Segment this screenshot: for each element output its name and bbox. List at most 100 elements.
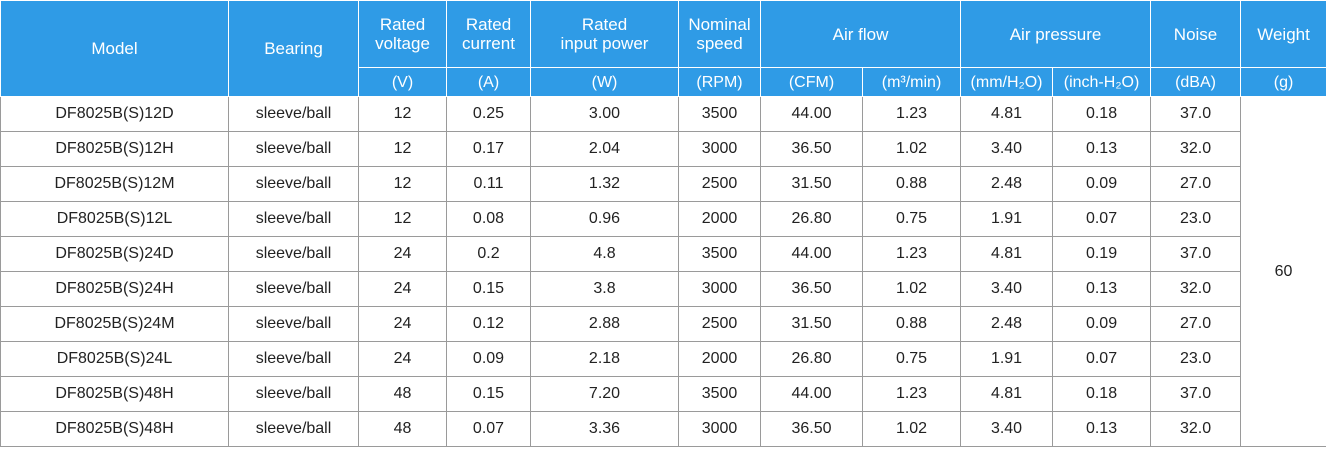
table-body: DF8025B(S)12D sleeve/ball 12 0.25 3.00 3500 44… — [0, 96, 1326, 447]
table-cell: 37.0 — [1150, 376, 1242, 412]
spec-table: Model Bearing Rated voltage Rated current Ra… — [0, 0, 1326, 447]
column-header: Rated voltage — [358, 0, 447, 68]
table-cell: sleeve/ball — [228, 411, 359, 447]
table-cell: 2.88 — [530, 306, 679, 342]
table-row: DF8025B(S)12H sleeve/ball 12 0.17 2.04 3000 36… — [0, 131, 1326, 167]
table-cell: DF8025B(S)48H — [0, 411, 229, 447]
table-cell: 0.25 — [446, 96, 531, 132]
table-cell: DF8025B(S)24D — [0, 236, 229, 272]
table-cell: 36.50 — [760, 411, 863, 447]
table-cell: DF8025B(S)24M — [0, 306, 229, 342]
table-cell: 0.08 — [446, 201, 531, 237]
table-cell: 3000 — [678, 271, 761, 307]
table-cell: 12 — [358, 96, 447, 132]
table-cell: 44.00 — [760, 376, 863, 412]
table-cell: 0.15 — [446, 271, 531, 307]
table-cell: 7.20 — [530, 376, 679, 412]
table-cell: 3500 — [678, 96, 761, 132]
table-cell: DF8025B(S)24H — [0, 271, 229, 307]
table-header: Model Bearing Rated voltage Rated current Ra… — [0, 0, 1326, 97]
column-header: Bearing — [228, 0, 359, 97]
table-cell: 2000 — [678, 341, 761, 377]
table-cell: 4.8 — [530, 236, 679, 272]
table-cell: 36.50 — [760, 271, 863, 307]
table-cell: 2.48 — [960, 306, 1054, 342]
table-cell: sleeve/ball — [228, 341, 359, 377]
table-cell: 2.18 — [530, 341, 679, 377]
table-cell: 2000 — [678, 201, 761, 237]
table-cell: sleeve/ball — [228, 306, 359, 342]
table-cell: 3.00 — [530, 96, 679, 132]
table-cell: 3500 — [678, 236, 761, 272]
table-cell: 0.09 — [1052, 306, 1152, 342]
table-cell: DF8025B(S)12D — [0, 96, 229, 132]
table-row: DF8025B(S)12D sleeve/ball 12 0.25 3.00 3500 44… — [0, 96, 1326, 447]
table-cell: 0.07 — [446, 411, 531, 447]
table-cell: 0.17 — [446, 131, 531, 167]
table-cell: DF8025B(S)12H — [0, 131, 229, 167]
table-cell: 31.50 — [760, 306, 863, 342]
table-cell: 32.0 — [1150, 271, 1242, 307]
table-cell: 24 — [358, 341, 447, 377]
table-cell: 24 — [358, 236, 447, 272]
table-cell: 1.91 — [960, 341, 1054, 377]
table-cell: 32.0 — [1150, 411, 1242, 447]
column-header: Rated input power — [530, 0, 679, 68]
table-row: DF8025B(S)24L sleeve/ball 24 0.09 2.18 2000 26… — [0, 341, 1326, 377]
table-cell: 37.0 — [1150, 96, 1242, 132]
table-cell: 1.23 — [861, 96, 962, 132]
unit-header: (A) — [446, 67, 531, 97]
table-cell: 37.0 — [1150, 236, 1242, 272]
table-cell: 0.75 — [861, 341, 962, 377]
table-cell: 0.13 — [1052, 411, 1152, 447]
table-row: DF8025B(S)24M sleeve/ball 24 0.12 2.88 2500 31… — [0, 306, 1326, 342]
table-cell: 0.15 — [446, 376, 531, 412]
table-cell: DF8025B(S)12L — [0, 201, 229, 237]
table-cell: 3000 — [678, 411, 761, 447]
weight-cell: 60 — [1240, 96, 1326, 447]
table-cell: 3.40 — [960, 131, 1054, 167]
table-cell: 23.0 — [1150, 201, 1242, 237]
table-cell: 0.88 — [861, 306, 962, 342]
unit-header: (inch-H₂O) — [1052, 67, 1152, 97]
table-cell: 44.00 — [760, 236, 863, 272]
table-cell: 12 — [358, 166, 447, 202]
column-header: Nominal speed — [678, 0, 761, 68]
column-header: Air flow — [759, 0, 962, 68]
table-cell: 3.8 — [530, 271, 679, 307]
table-row: DF8025B(S)12M sleeve/ball 12 0.11 1.32 2500 31… — [0, 166, 1326, 202]
column-header: Air pressure — [960, 0, 1152, 68]
table-cell: 31.50 — [760, 166, 863, 202]
table-cell: 24 — [358, 271, 447, 307]
table-cell: 24 — [358, 306, 447, 342]
table-cell: 1.32 — [530, 166, 679, 202]
unit-header: (CFM) — [760, 67, 863, 97]
table-cell: sleeve/ball — [228, 166, 359, 202]
table-cell: 32.0 — [1150, 131, 1242, 167]
table-cell: 3.40 — [960, 271, 1054, 307]
units-row: (V) (A) (W) (RPM) (CFM) (m³/min) (mm/H₂O) (inch… — [1, 67, 1326, 97]
table-row: DF8025B(S)48H sleeve/ball 48 0.15 7.20 3500 44… — [0, 376, 1326, 412]
table-row: DF8025B(S)12L sleeve/ball 12 0.08 0.96 2000 26… — [0, 201, 1326, 237]
unit-header: (V) — [358, 67, 447, 97]
unit-header: (RPM) — [678, 67, 761, 97]
column-header: Noise — [1150, 0, 1242, 68]
table-cell: 0.13 — [1052, 131, 1152, 167]
column-header: Weight — [1240, 0, 1326, 68]
table-cell: 2500 — [678, 306, 761, 342]
table-cell: 0.18 — [1052, 376, 1152, 412]
table-cell: 26.80 — [760, 341, 863, 377]
table-cell: 0.96 — [530, 201, 679, 237]
table-cell: 0.07 — [1052, 201, 1152, 237]
table-cell: DF8025B(S)12M — [0, 166, 229, 202]
table-cell: 1.23 — [861, 376, 962, 412]
table-cell: sleeve/ball — [228, 376, 359, 412]
table-cell: 1.91 — [960, 201, 1054, 237]
table-cell: 48 — [358, 376, 447, 412]
table-cell: 1.02 — [861, 271, 962, 307]
table-cell: 0.12 — [446, 306, 531, 342]
column-header: Model — [0, 0, 229, 97]
unit-header: (m³/min) — [861, 67, 962, 97]
table-cell: 26.80 — [760, 201, 863, 237]
